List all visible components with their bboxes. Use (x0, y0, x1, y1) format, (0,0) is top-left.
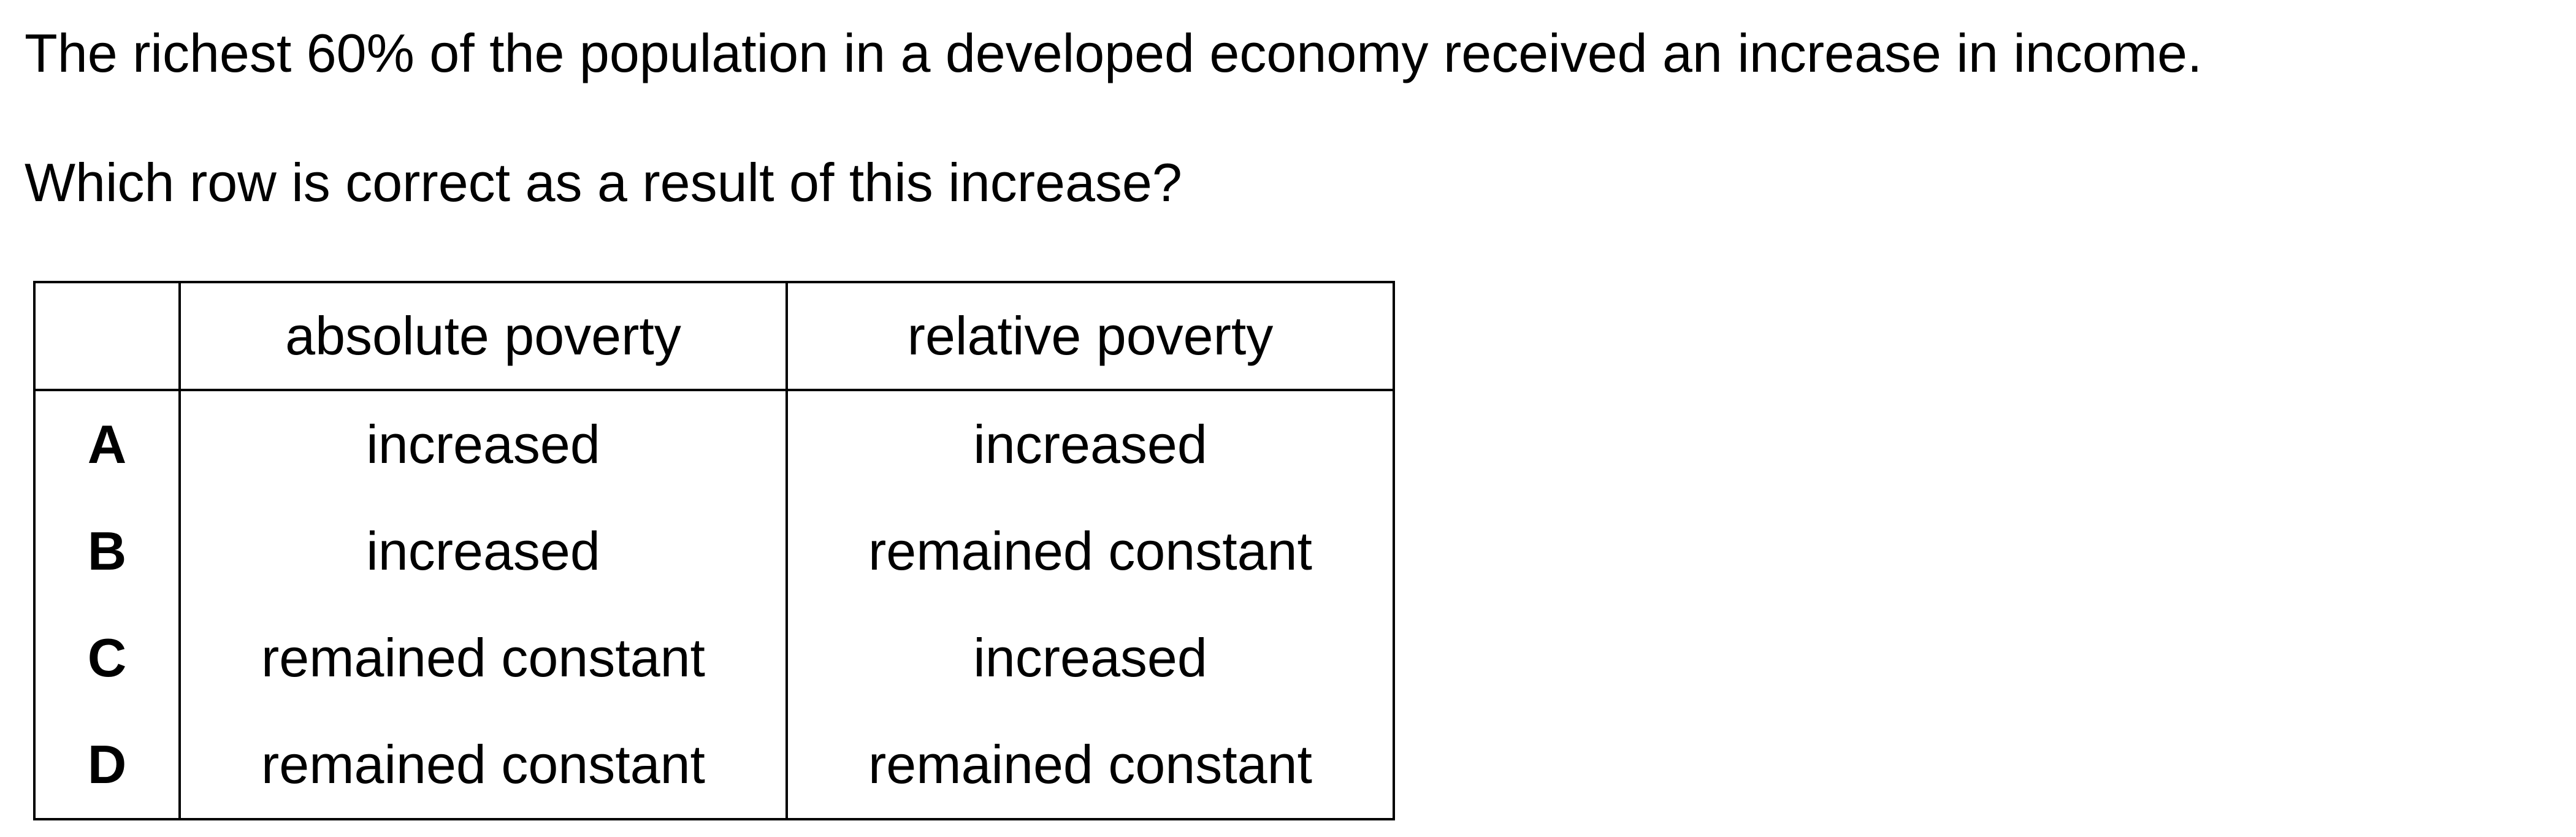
absolute-poverty-cell: remained constant (178, 711, 788, 820)
question-stem: The richest 60% of the population in a d… (25, 23, 2203, 83)
absolute-poverty-cell: remained constant (178, 605, 788, 711)
relative-poverty-cell: remained constant (785, 498, 1395, 605)
table-row: B increased remained constant (33, 498, 1395, 605)
option-key: B (33, 498, 181, 605)
option-key: D (33, 711, 181, 820)
question-prompt: Which row is correct as a result of this… (25, 152, 1182, 213)
answer-options-table: absolute poverty relative poverty A incr… (33, 281, 1395, 820)
absolute-poverty-cell: increased (178, 498, 788, 605)
header-relative-poverty: relative poverty (785, 281, 1395, 391)
table-row: C remained constant increased (33, 605, 1395, 711)
header-key-cell (33, 281, 181, 391)
relative-poverty-cell: increased (785, 390, 1395, 498)
table-row: A increased increased (33, 390, 1395, 498)
option-key: C (33, 605, 181, 711)
relative-poverty-cell: remained constant (785, 711, 1395, 820)
table-row: D remained constant remained constant (33, 711, 1395, 820)
relative-poverty-cell: increased (785, 605, 1395, 711)
header-absolute-poverty: absolute poverty (178, 281, 788, 391)
table-header-row: absolute poverty relative poverty (33, 281, 1395, 391)
absolute-poverty-cell: increased (178, 390, 788, 498)
option-key: A (33, 390, 181, 498)
